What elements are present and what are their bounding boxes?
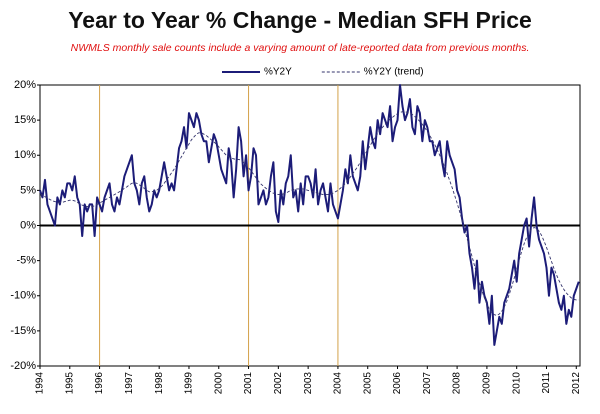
x-tick-label: 2008 bbox=[452, 372, 463, 395]
x-tick-label: 2000 bbox=[213, 372, 224, 395]
x-tick-label: 1994 bbox=[35, 372, 46, 395]
x-tick-label: 2004 bbox=[333, 372, 344, 395]
x-tick-label: 2005 bbox=[362, 372, 373, 395]
y-tick-label: -5% bbox=[16, 255, 36, 267]
chart-subtitle: NWMLS monthly sale counts include a vary… bbox=[71, 42, 530, 54]
y-tick-label: 20% bbox=[14, 79, 36, 91]
series-line bbox=[39, 111, 579, 316]
legend-label: %Y2Y (trend) bbox=[364, 67, 424, 78]
x-tick-label: 2011 bbox=[541, 372, 552, 394]
y-tick-label: 0% bbox=[20, 219, 36, 231]
y-tick-label: -15% bbox=[10, 325, 36, 337]
x-tick-label: 2003 bbox=[303, 372, 314, 395]
x-tick-label: 1999 bbox=[184, 372, 195, 395]
chart-title: Year to Year % Change - Median SFH Price bbox=[68, 7, 532, 33]
series-line bbox=[39, 84, 580, 346]
x-tick-label: 2001 bbox=[243, 372, 254, 395]
legend-label: %Y2Y bbox=[264, 67, 292, 78]
x-tick-label: 2010 bbox=[511, 372, 522, 395]
x-tick-label: 2012 bbox=[571, 372, 582, 395]
x-tick-label: 2009 bbox=[482, 372, 493, 395]
y-tick-label: 10% bbox=[14, 149, 36, 161]
x-tick-label: 1998 bbox=[154, 372, 165, 395]
y-tick-label: -10% bbox=[10, 290, 36, 302]
x-tick-label: 2002 bbox=[273, 372, 284, 395]
x-tick-label: 1996 bbox=[94, 372, 105, 395]
y-tick-label: 15% bbox=[14, 114, 36, 126]
y-tick-label: -20% bbox=[10, 360, 36, 372]
x-tick-label: 1997 bbox=[124, 372, 135, 395]
x-tick-label: 2007 bbox=[422, 372, 433, 395]
x-tick-label: 1995 bbox=[64, 372, 75, 395]
x-tick-label: 2006 bbox=[392, 372, 403, 395]
y-tick-label: 5% bbox=[20, 184, 36, 196]
